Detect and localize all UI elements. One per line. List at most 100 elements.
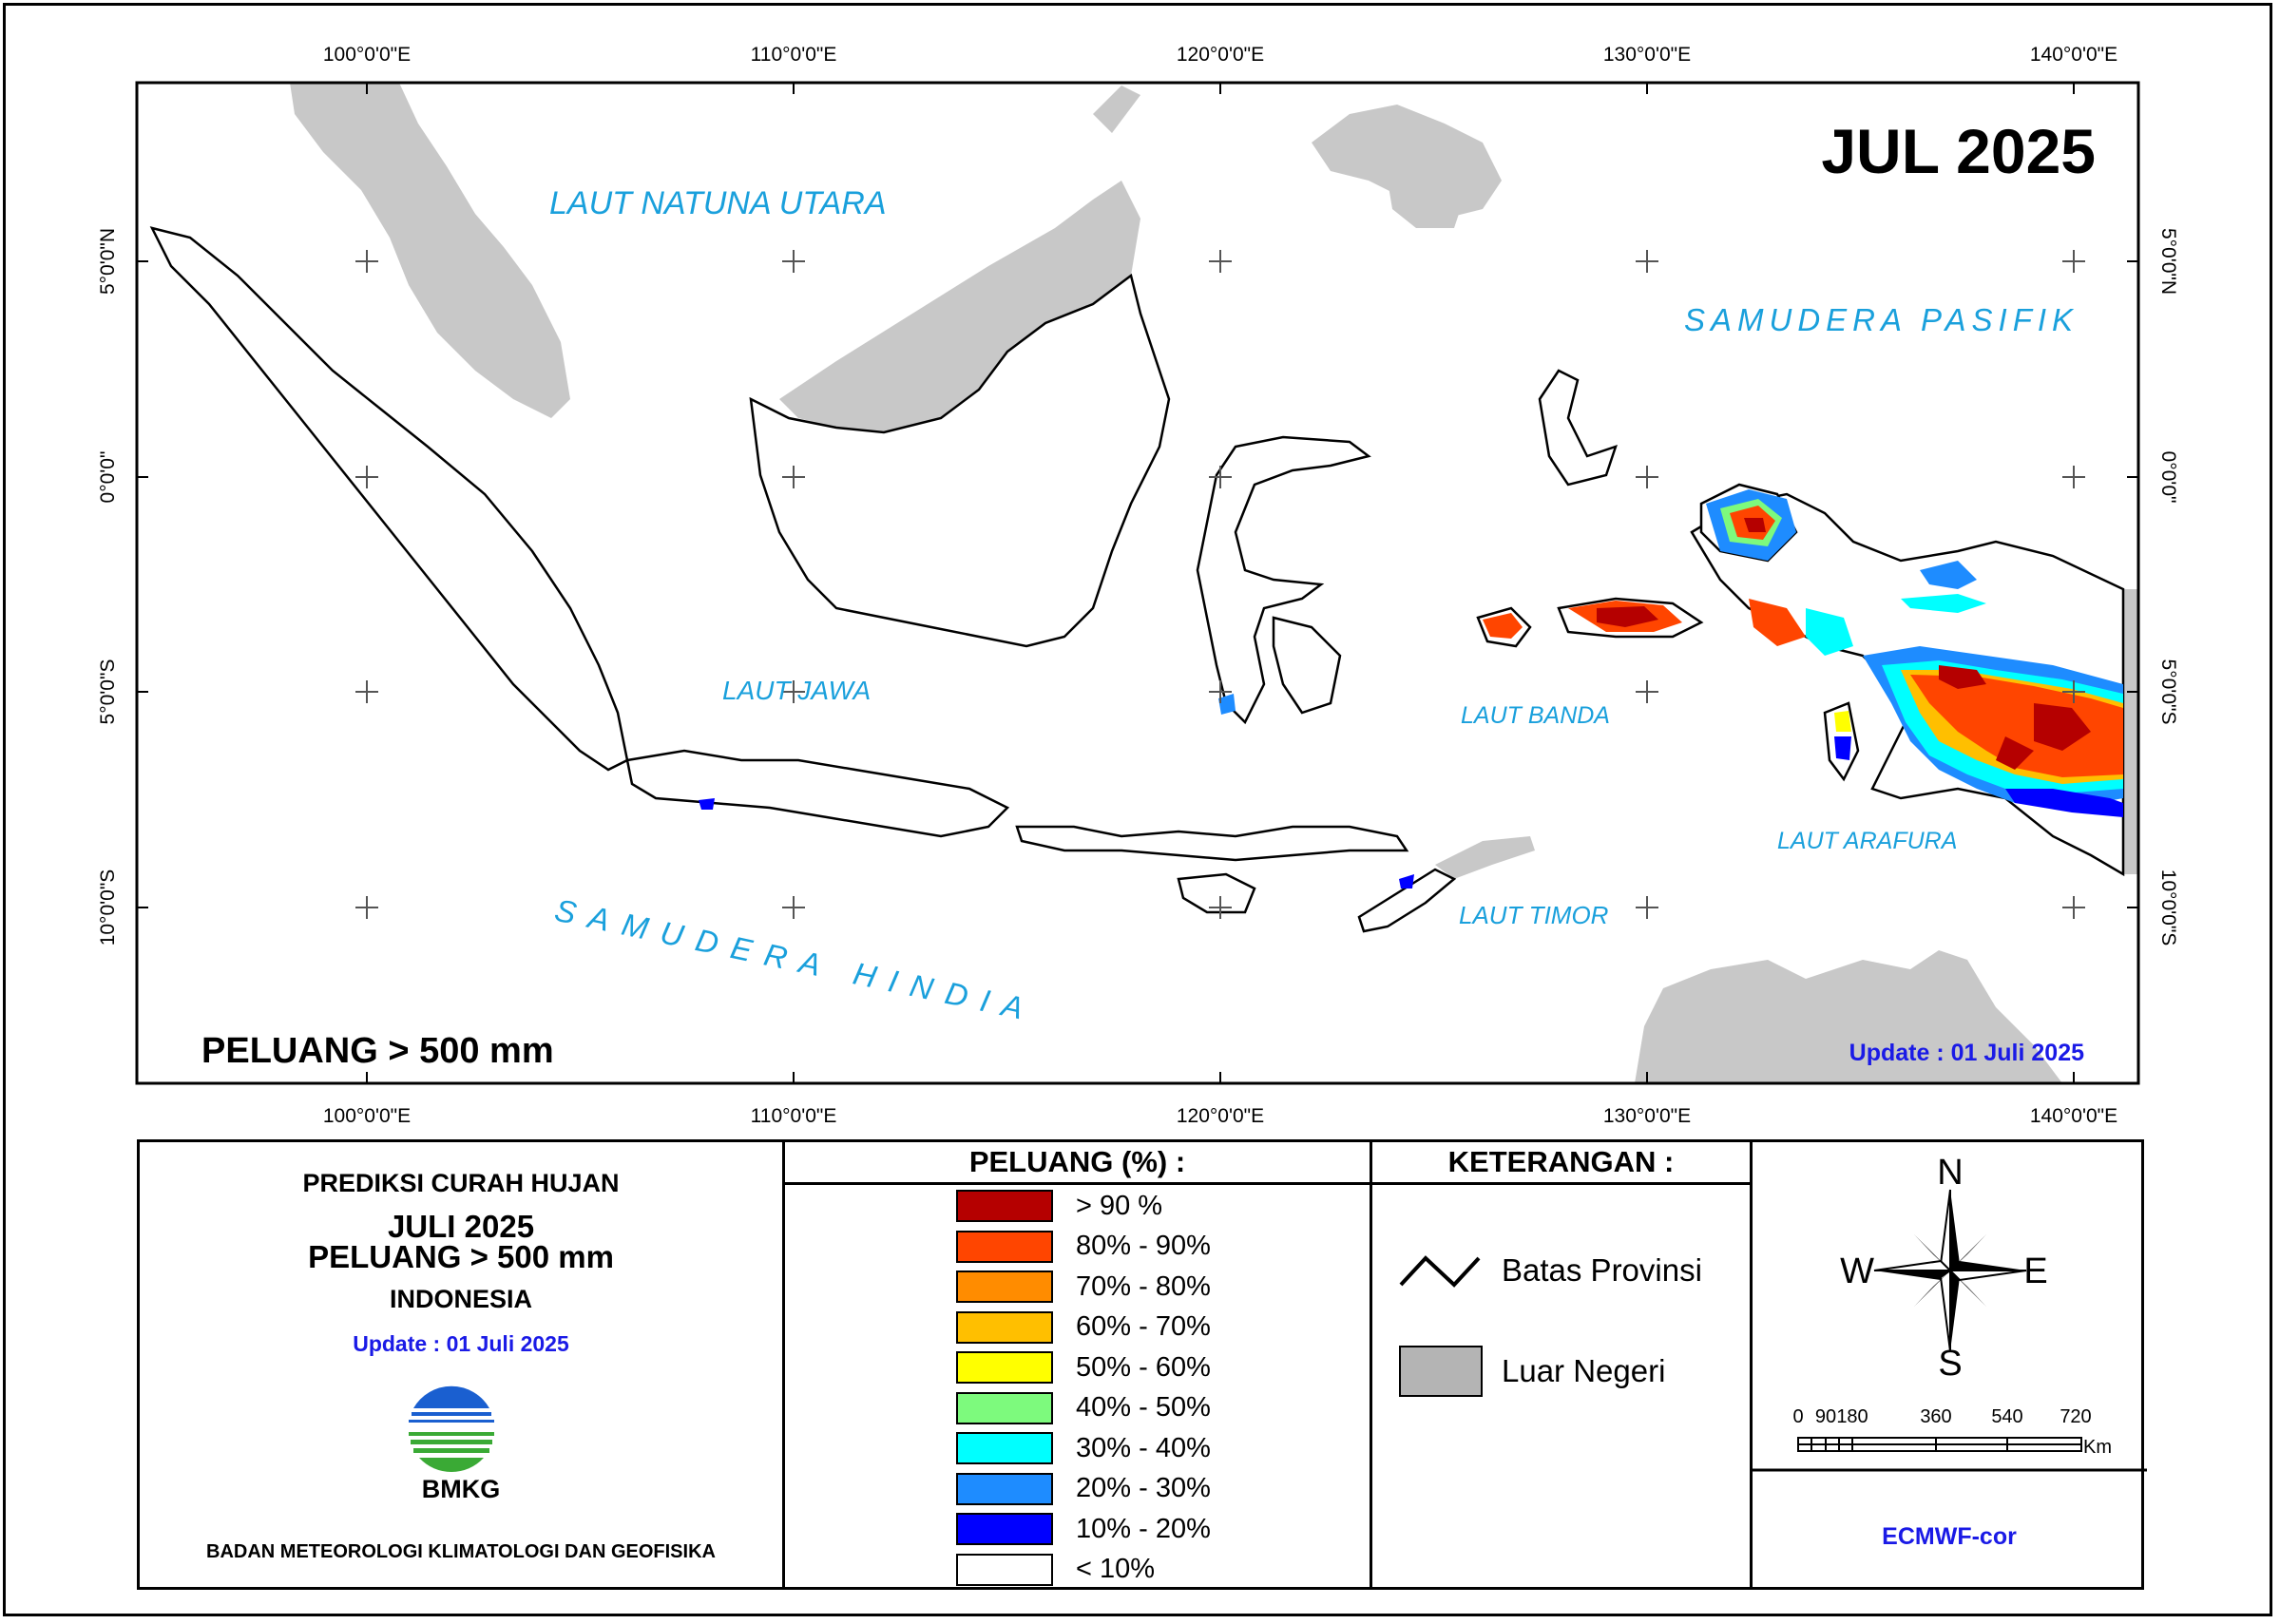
scale-tick: 180 [1836, 1406, 1868, 1427]
info-panel: PREDIKSI CURAH HUJAN JULI 2025 PELUANG >… [137, 1139, 785, 1590]
legend-swatch [956, 1513, 1053, 1545]
lat-tick-label: 5°0'0"N [97, 228, 119, 295]
foreign-land-palawan [1093, 86, 1140, 133]
info-threshold: PELUANG > 500 mm [308, 1239, 614, 1274]
sea-label-banda: LAUT BANDA [1461, 702, 1610, 729]
legend-swatch [956, 1391, 1053, 1424]
info-title: PREDIKSI CURAH HUJAN [302, 1169, 620, 1197]
info-update: Update : 01 Juli 2025 [353, 1331, 569, 1356]
info-month: JULI 2025 [387, 1209, 535, 1244]
lon-tick-label: 100°0'0"E [323, 1105, 411, 1127]
lon-tick-label: 100°0'0"E [323, 44, 411, 66]
map-sheet [3, 3, 2272, 1616]
legend-label: 50% - 60% [1076, 1351, 1211, 1383]
foreign-land-philippines [1312, 105, 1502, 219]
scale-bar: 0 90 180 360 540 720 Km [1792, 1406, 2112, 1458]
keterangan-panel: KETERANGAN : Batas Provinsi Luar Negeri [1370, 1139, 1753, 1590]
bmkg-logo-text: BMKG [421, 1475, 501, 1503]
island-java [625, 749, 1010, 838]
lat-tick-label: 10°0'0"S [2157, 869, 2179, 946]
prob-aru-blue [1834, 736, 1851, 760]
prob-seram-90 [1597, 606, 1658, 627]
legend-swatch [956, 1310, 1053, 1344]
prob-fakfak-80 [1749, 599, 1806, 646]
island-sumba [1177, 872, 1256, 914]
legend-row: 30% - 40% [956, 1430, 1211, 1466]
compass-s: S [1938, 1344, 1962, 1384]
graticule [137, 83, 2138, 1083]
legend-row: 10% - 20% [956, 1511, 1211, 1547]
lon-tick-label: 120°0'0"E [1177, 44, 1264, 66]
map-month-title: JUL 2025 [1821, 116, 2096, 186]
prob-papua-90b [2034, 703, 2091, 751]
scale-tick: 720 [2060, 1406, 2091, 1427]
lon-tick-label: 140°0'0"E [2030, 44, 2117, 66]
compass-e: E [2023, 1251, 2047, 1291]
agency-name: BADAN METEOROLOGI KLIMATOLOGI DAN GEOFIS… [206, 1541, 716, 1562]
provinsi-line-icon [1399, 1255, 1481, 1288]
info-region: INDONESIA [389, 1285, 533, 1313]
island-timor [1357, 868, 1457, 933]
island-kalimantan [749, 273, 1171, 648]
lat-tick-label: 5°0'0"S [2157, 659, 2179, 725]
compass-panel: N S W E 0 90 180 360 540 720 Km ECMWF-co… [1750, 1139, 2147, 1590]
legend-label: 20% - 30% [1076, 1473, 1211, 1503]
luar-negeri-label: Luar Negeri [1502, 1353, 1666, 1388]
legend-row: 80% - 90% [956, 1229, 1211, 1265]
prob-sulawesi-blue [1218, 694, 1236, 715]
lon-tick-label: 110°0'0"E [751, 44, 837, 66]
legend-label: 10% - 20% [1076, 1513, 1211, 1544]
legend-swatch [956, 1553, 1053, 1586]
model-label: ECMWF-cor [1882, 1523, 2017, 1550]
scale-tick: 90 [1815, 1406, 1836, 1427]
luar-negeri-swatch [1399, 1346, 1483, 1397]
lat-tick-label: 5°0'0"N [2157, 228, 2179, 295]
lat-labels-left: 5°0'0"N 0°0'0" 5°0'0"S 10°0'0"S [97, 228, 119, 946]
prob-buru-80 [1483, 613, 1523, 639]
sea-label-jawa: LAUT JAWA [722, 676, 871, 705]
scale-tick: 0 [1792, 1406, 1803, 1427]
lat-tick-label: 0°0'0" [97, 451, 119, 504]
foreign-land-malay-peninsula [290, 83, 570, 418]
legend-row: 20% - 30% [956, 1471, 1211, 1507]
prob-papua-north-blue [1920, 561, 1977, 589]
legend-swatch [956, 1271, 1053, 1303]
island-sumatra [149, 226, 629, 772]
lon-tick-label: 110°0'0"E [751, 1105, 837, 1127]
legend-label: 80% - 90% [1076, 1231, 1211, 1261]
legend-swatch [956, 1472, 1053, 1505]
legend-swatch [956, 1190, 1053, 1222]
lon-tick-label: 130°0'0"E [1603, 44, 1691, 66]
lon-labels-top: 100°0'0"E 110°0'0"E 120°0'0"E 130°0'0"E … [323, 44, 2117, 66]
bmkg-logo-icon [408, 1382, 495, 1473]
legend-label: 30% - 40% [1076, 1432, 1211, 1463]
sea-label-timor: LAUT TIMOR [1459, 901, 1608, 929]
sea-label-natuna: LAUT NATUNA UTARA [549, 185, 887, 221]
legend-label: < 10% [1076, 1554, 1156, 1584]
prob-papua-north-cyan [1901, 594, 1986, 613]
lon-tick-label: 140°0'0"E [2030, 1105, 2117, 1127]
lat-tick-label: 5°0'0"S [97, 659, 119, 725]
map-peluang-label: PELUANG > 500 mm [201, 1031, 554, 1071]
compass-w: W [1840, 1251, 1874, 1291]
sea-labels: LAUT NATUNA UTARA SAMUDERA PASIFIK LAUT … [549, 185, 2079, 1028]
map-update-label: Update : 01 Juli 2025 [1849, 1040, 2084, 1066]
foreign-land-mindanao [1388, 171, 1464, 228]
foreign-land-timor-leste [1435, 836, 1535, 879]
prob-timor-blue [1399, 874, 1414, 888]
prob-papua-90c [1996, 736, 2034, 770]
legend-label: > 90 % [1076, 1190, 1163, 1221]
probability-layer [699, 489, 2123, 888]
legend-row: < 10% [956, 1552, 1155, 1588]
legend-swatch [956, 1230, 1053, 1263]
island-nusa-tenggara [1015, 825, 1409, 862]
prob-java-blue [699, 798, 715, 810]
legend-title: PELUANG (%) : [785, 1142, 1370, 1185]
legend-swatch [956, 1351, 1053, 1384]
compass-n: N [1937, 1153, 1963, 1193]
sea-label-pasifik: SAMUDERA PASIFIK [1684, 302, 2079, 337]
lon-tick-label: 120°0'0"E [1177, 1105, 1264, 1127]
legend-row: 40% - 50% [956, 1390, 1211, 1426]
island-sulawesi-se [1272, 616, 1342, 715]
